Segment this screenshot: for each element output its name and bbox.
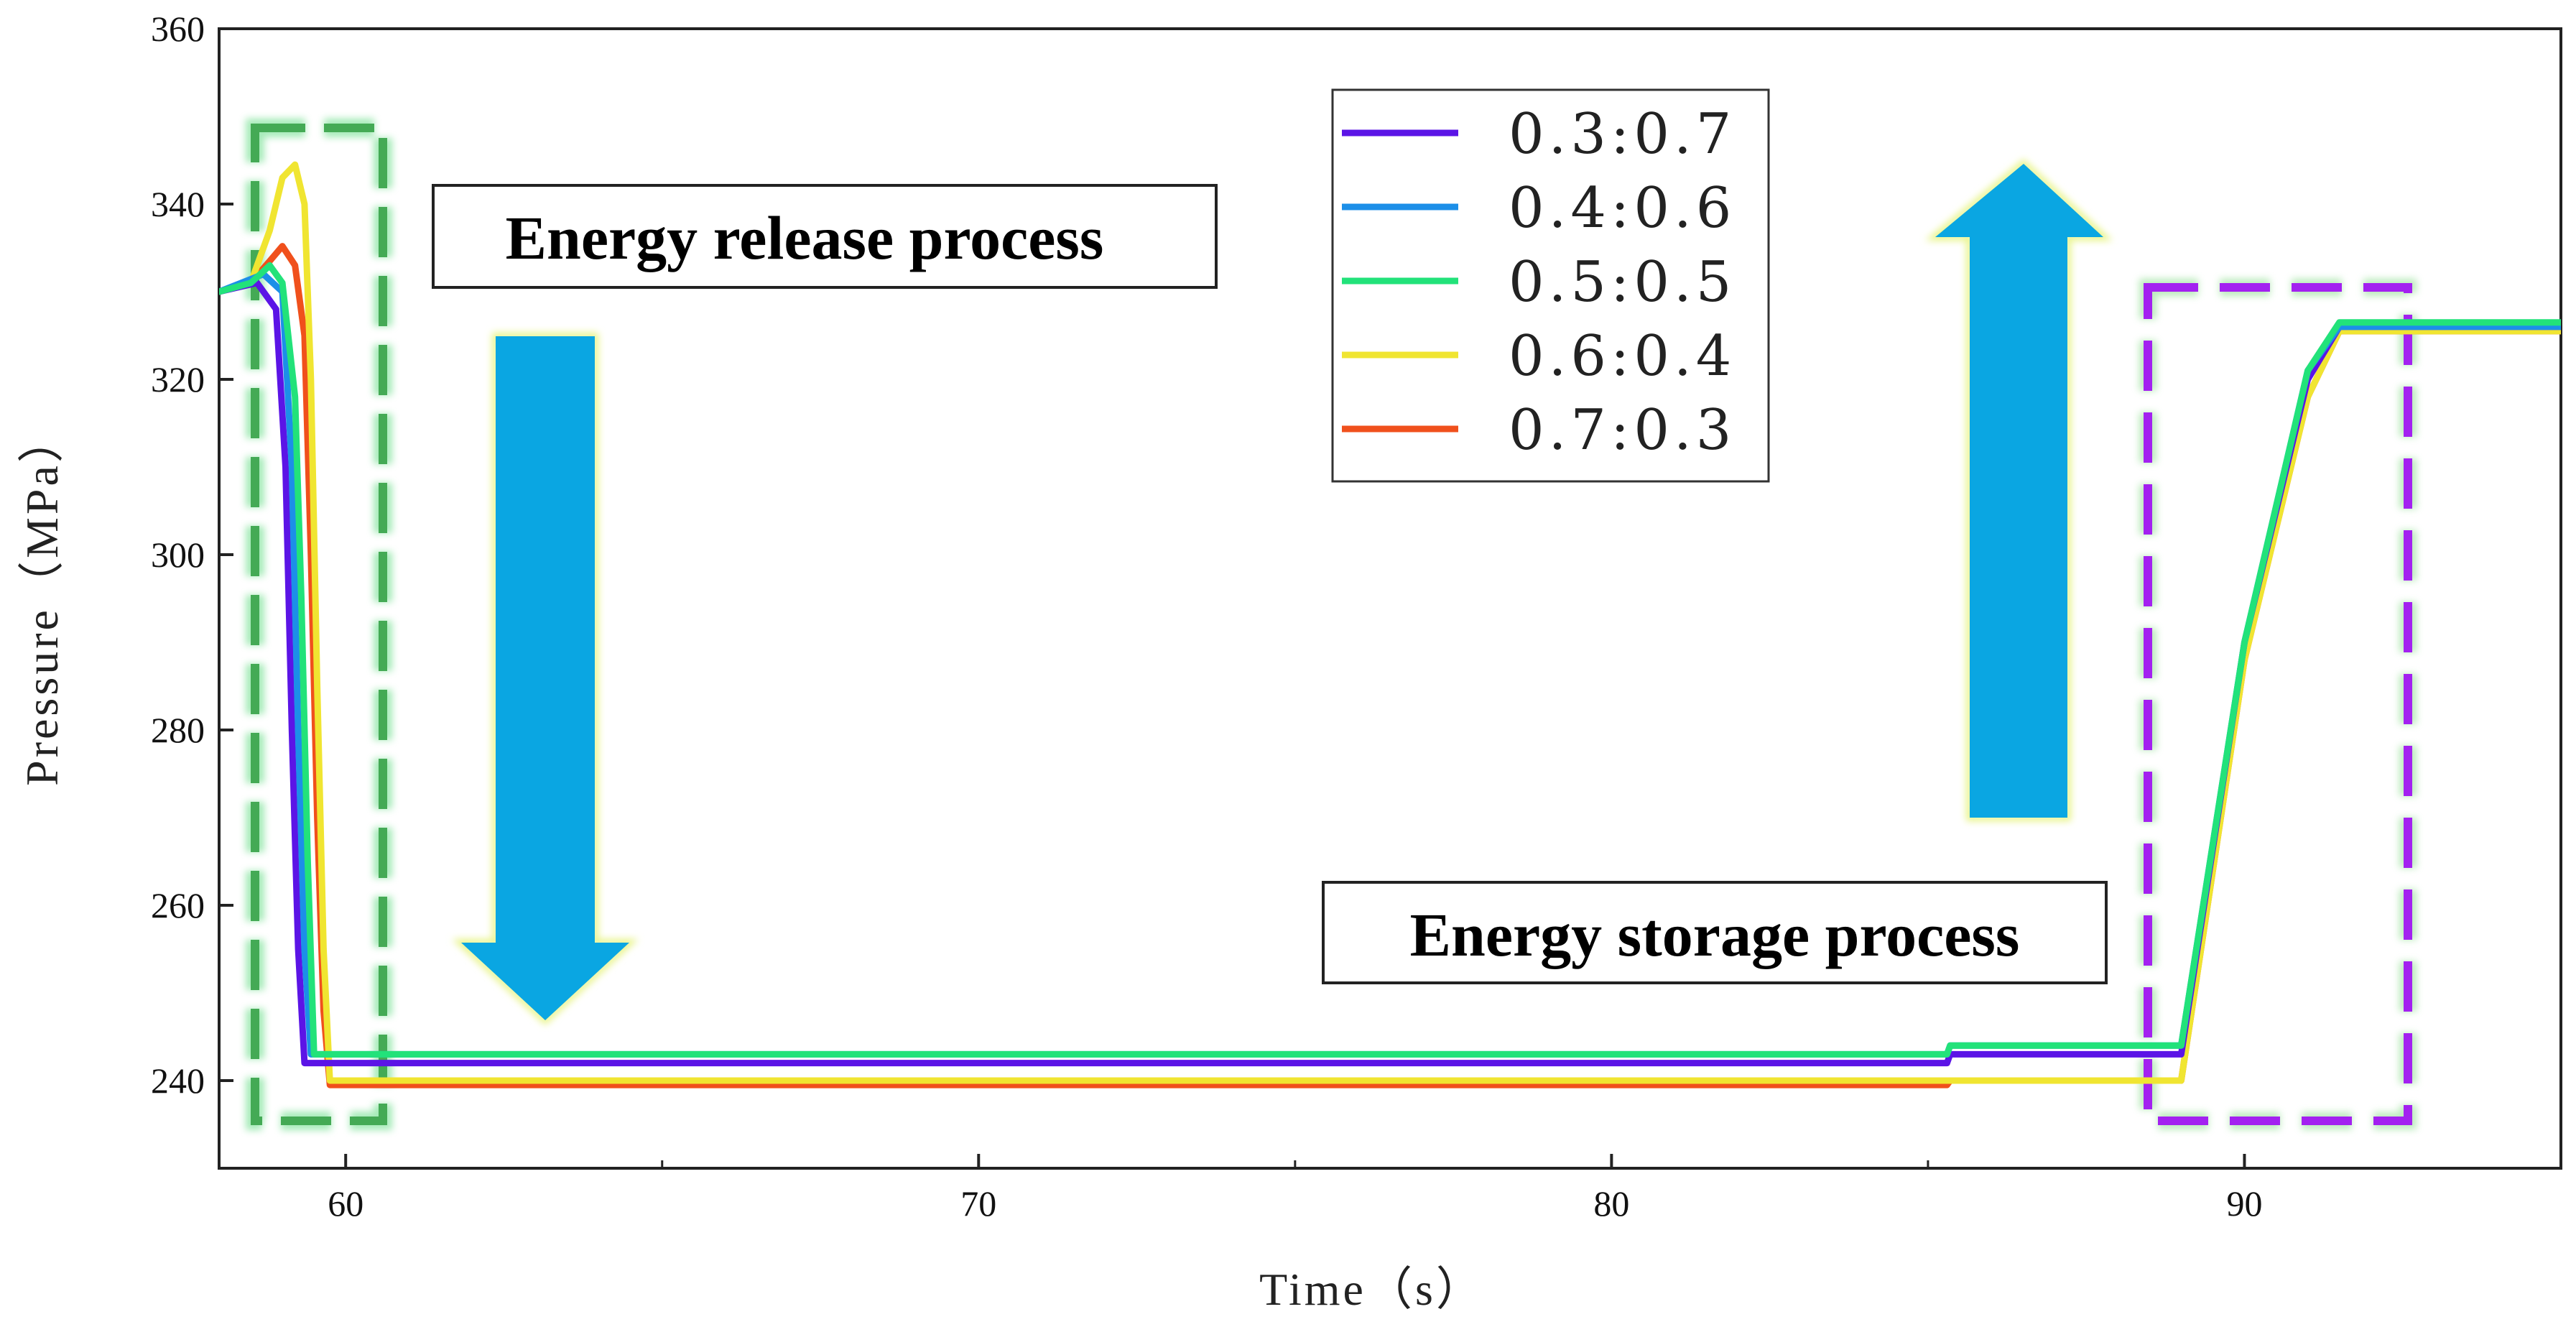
series-line-0.6-0.4 — [219, 161, 2561, 1084]
y-axis-title: Pressure（MPa） — [17, 414, 68, 786]
y-tick-label: 280 — [151, 710, 205, 750]
release-highlight-box — [246, 119, 392, 1130]
storage-highlight-box — [2139, 279, 2417, 1129]
y-tick-label: 360 — [151, 9, 205, 49]
x-tick-label: 60 — [328, 1183, 363, 1224]
series-layer — [219, 161, 2561, 1088]
y-tick-label: 320 — [151, 359, 205, 399]
x-axis-title: Time（s） — [1259, 1264, 1485, 1315]
down-arrow-icon — [452, 333, 639, 1025]
x-axis-ticks: 60 70 80 90 — [328, 1154, 2262, 1224]
up-arrow-icon — [1925, 159, 2113, 821]
y-axis-ticks: 240 260 280 300 320 340 360 — [151, 9, 233, 1101]
storage-annotation: Energy storage process — [1322, 881, 2108, 984]
legend-label: 0.3:0.7 — [1509, 102, 1736, 167]
plot-frame — [218, 27, 2562, 1170]
release-annotation: Energy release process — [432, 184, 1218, 289]
legend-label: 0.4:0.6 — [1509, 176, 1736, 241]
storage-annotation-text: Energy storage process — [1410, 900, 2020, 969]
legend-label: 0.7:0.3 — [1509, 398, 1736, 463]
legend-label: 0.5:0.5 — [1509, 250, 1736, 315]
legend: 0.3:0.7 0.4:0.6 0.5:0.5 0.6:0.4 0.7:0.3 — [1331, 88, 1770, 483]
release-annotation-text: Energy release process — [506, 203, 1104, 272]
x-tick-label: 70 — [960, 1183, 996, 1224]
y-tick-label: 300 — [151, 535, 205, 575]
x-tick-label: 80 — [1593, 1183, 1629, 1224]
x-tick-label: 90 — [2226, 1183, 2262, 1224]
legend-label: 0.6:0.4 — [1509, 324, 1736, 389]
legend-box — [1331, 88, 1770, 483]
y-tick-label: 260 — [151, 885, 205, 925]
y-tick-label: 240 — [151, 1060, 205, 1101]
y-tick-label: 340 — [151, 184, 205, 224]
series-line-0.5-0.5 — [219, 262, 2561, 1058]
